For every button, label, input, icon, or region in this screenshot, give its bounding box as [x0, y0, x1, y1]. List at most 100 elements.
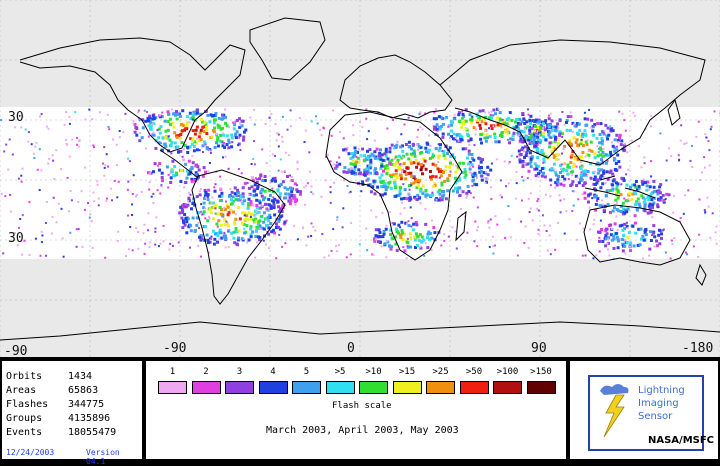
flash-cell: [399, 146, 402, 149]
flash-dot: [443, 233, 445, 235]
flash-dot: [208, 216, 210, 218]
flash-dot: [272, 196, 274, 198]
flash-dot: [529, 142, 531, 144]
flash-cell: [230, 134, 233, 137]
flash-cell: [277, 205, 280, 208]
flash-dot: [67, 177, 69, 179]
flash-dot: [253, 109, 255, 111]
flash-dot: [572, 131, 574, 133]
flash-dot: [361, 126, 363, 128]
flash-dot: [542, 162, 544, 164]
flash-dot: [455, 165, 457, 167]
flash-dot: [528, 247, 530, 249]
flash-dot: [51, 233, 53, 235]
flash-dot: [188, 192, 190, 194]
flash-dot: [204, 217, 206, 219]
flash-dot: [484, 178, 486, 180]
flash-cell: [244, 218, 247, 221]
flash-cell: [576, 132, 579, 135]
flash-cell: [395, 228, 398, 231]
flash-cell: [177, 151, 180, 154]
flash-cell: [159, 132, 162, 135]
flash-dot: [549, 225, 551, 227]
flash-dot: [137, 248, 139, 250]
flash-dot: [617, 229, 619, 231]
flash-dot: [159, 193, 161, 195]
flash-cell: [578, 181, 581, 184]
flash-cell: [447, 133, 450, 136]
flash-dot: [137, 112, 139, 114]
flash-cell: [273, 232, 276, 235]
flash-cell: [441, 184, 444, 187]
flash-dot: [309, 171, 311, 173]
flash-dot: [278, 170, 280, 172]
flash-dot: [317, 123, 319, 125]
flash-cell: [596, 137, 599, 140]
flash-dot: [77, 201, 79, 203]
flash-dot: [648, 189, 650, 191]
flash-dot: [127, 181, 129, 183]
flash-cell: [179, 137, 182, 140]
flash-dot: [381, 245, 383, 247]
flash-dot: [559, 194, 561, 196]
flash-dot: [528, 114, 530, 116]
flash-dot: [184, 203, 186, 205]
scale-label: >25: [426, 367, 455, 381]
flash-cell: [653, 190, 656, 193]
flash-dot: [569, 173, 571, 175]
flash-cell: [258, 211, 261, 214]
flash-cell: [518, 118, 521, 121]
flash-cell: [513, 132, 516, 135]
flash-dot: [365, 180, 367, 182]
flash-dot: [538, 229, 540, 231]
flash-dot: [520, 221, 522, 223]
flash-dot: [525, 225, 527, 227]
flash-cell: [604, 124, 607, 127]
flash-dot: [544, 225, 546, 227]
flash-dot: [98, 198, 100, 200]
flash-cell: [395, 162, 398, 165]
flash-dot: [584, 112, 586, 114]
flash-dot: [611, 142, 613, 144]
flash-cell: [639, 243, 642, 246]
flash-dot: [205, 197, 207, 199]
flash-dot: [375, 216, 377, 218]
flash-cell: [138, 139, 141, 142]
flash-dot: [170, 172, 172, 174]
flash-dot: [33, 157, 35, 159]
flash-cell: [277, 190, 280, 193]
flash-dot: [386, 128, 388, 130]
flash-cell: [535, 134, 538, 137]
flash-cell: [377, 240, 380, 243]
flash-dot: [522, 161, 524, 163]
flash-dot: [401, 164, 403, 166]
flash-cell: [530, 133, 533, 136]
flash-cell: [476, 119, 479, 122]
flash-cell: [397, 224, 400, 227]
flash-dot: [406, 198, 408, 200]
flash-cell: [653, 235, 656, 238]
flash-dot: [595, 254, 597, 256]
flash-cell: [391, 237, 394, 240]
flash-dot: [70, 190, 72, 192]
flash-dot: [103, 146, 105, 148]
flash-cell: [620, 143, 623, 146]
flash-cell: [609, 151, 612, 154]
flash-cell: [665, 193, 668, 196]
flash-cell: [601, 174, 604, 177]
flash-cell: [412, 152, 415, 155]
flash-cell: [158, 169, 161, 172]
flash-dot: [182, 156, 184, 158]
flash-dot: [342, 207, 344, 209]
flash-dot: [143, 224, 145, 226]
flash-dot: [88, 109, 90, 111]
flash-dot: [302, 227, 304, 229]
flash-dot: [643, 156, 645, 158]
flash-dot: [252, 158, 254, 160]
flash-dot: [440, 245, 442, 247]
flash-cell: [480, 142, 483, 145]
flash-cell: [149, 127, 152, 130]
flash-cell: [549, 179, 552, 182]
flash-dot: [338, 244, 340, 246]
flash-dot: [265, 244, 267, 246]
